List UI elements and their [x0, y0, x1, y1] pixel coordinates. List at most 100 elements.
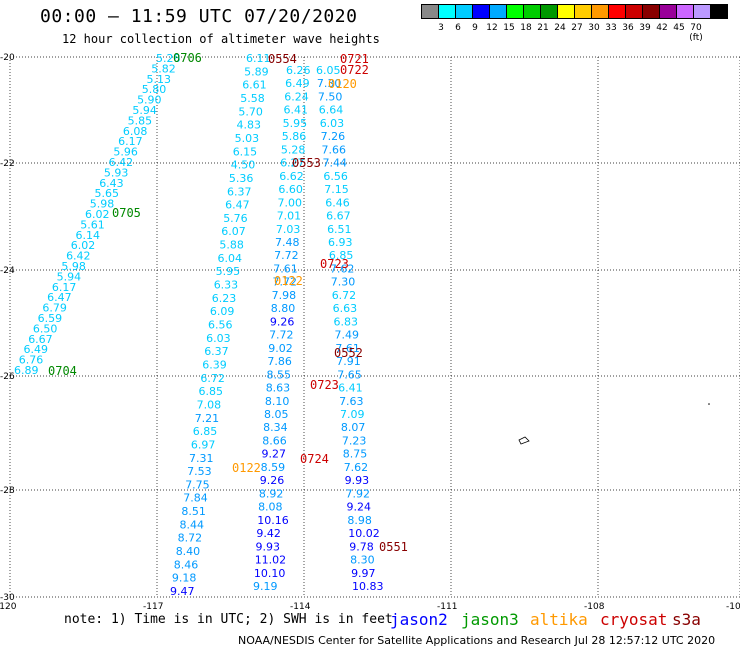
wave-height-value: 7.66	[322, 143, 347, 156]
pass-time-label: 0723	[310, 378, 339, 392]
wave-height-value: 5.98	[90, 198, 115, 211]
scale-label: 9	[472, 23, 478, 33]
wave-height-value: 5.95	[283, 117, 308, 130]
wave-height-value: 5.76	[223, 212, 248, 225]
wave-height-value: 5.93	[104, 166, 129, 179]
wave-height-value: 7.86	[267, 355, 292, 368]
wave-height-value: 6.85	[199, 385, 224, 398]
wave-height-value: 9.26	[270, 315, 295, 328]
scale-label: 27	[571, 23, 583, 33]
wave-height-value: 7.48	[275, 236, 300, 249]
wave-height-value: 7.53	[187, 465, 212, 478]
wave-height-value: 8.80	[271, 302, 296, 315]
wave-height-value: 7.62	[330, 262, 355, 275]
wave-height-value: 6.26	[286, 64, 311, 77]
wave-height-value: 5.65	[94, 187, 119, 200]
wave-height-value: 9.24	[346, 501, 371, 514]
lat-label: -22	[0, 159, 15, 169]
wave-height-value: 6.23	[212, 292, 237, 305]
wave-height-value: 6.89	[14, 364, 39, 377]
lon-label: -105	[726, 602, 740, 612]
wave-height-value: 7.50	[318, 90, 343, 103]
scale-label: 21	[537, 23, 549, 33]
wave-height-value: 6.08	[123, 125, 148, 138]
wave-height-value: 6.09	[210, 305, 235, 318]
pass-time-label: 0122	[274, 274, 303, 288]
pass-time-label: 0552	[334, 346, 363, 360]
pass-time-label: 0724	[300, 452, 329, 466]
wave-height-value: 6.51	[327, 223, 352, 236]
pass-time-label: 0705	[112, 206, 141, 220]
wave-height-value: 9.97	[351, 567, 376, 580]
scale-label: 45	[673, 23, 685, 33]
wave-height-value: 9.18	[172, 572, 197, 585]
wave-height-value: 6.93	[328, 236, 353, 249]
page-title: 00:00 – 11:59 UTC 07/20/2020	[40, 6, 358, 27]
lon-label: -120	[0, 602, 17, 612]
legend-jason3: jason3	[461, 610, 519, 629]
wave-height-value: 5.85	[128, 114, 153, 127]
wave-height-value: 6.11	[246, 52, 271, 65]
wave-height-value: 6.37	[204, 345, 229, 358]
wave-height-value: 10.16	[257, 514, 289, 527]
pass-time-label: 0551	[379, 540, 408, 554]
wave-height-value: 9.02	[268, 342, 293, 355]
scale-swatch	[710, 4, 728, 19]
wave-height-value: 7.01	[277, 210, 302, 223]
wave-height-value: 6.56	[208, 319, 233, 332]
wave-height-value: 6.41	[283, 104, 308, 117]
wave-height-value: 9.26	[260, 474, 285, 487]
wave-height-value: 6.27	[280, 157, 305, 170]
wave-height-value: 8.34	[263, 421, 288, 434]
wave-height-value: 5.61	[80, 218, 105, 231]
wave-height-value: 7.30	[331, 276, 356, 289]
lon-label: -111	[437, 602, 457, 612]
wave-height-value: 7.92	[346, 487, 371, 500]
scale-label: 24	[554, 23, 566, 33]
wave-height-value: 5.70	[238, 105, 263, 118]
wave-height-value: 7.00	[278, 196, 303, 209]
lat-label: -26	[0, 372, 15, 382]
scale-label: 3	[438, 23, 444, 33]
wave-height-value: 7.84	[183, 492, 208, 505]
scale-label: 36	[622, 23, 634, 33]
wave-height-value: 5.03	[235, 132, 260, 145]
wave-height-value: 7.72	[274, 249, 299, 262]
wave-height-value: 6.14	[76, 229, 101, 242]
wave-height-value: 6.03	[320, 117, 345, 130]
wave-height-value: 5.95	[216, 265, 241, 278]
wave-height-value: 7.49	[334, 329, 359, 342]
wave-height-value: 6.67	[326, 210, 351, 223]
pass-time-label: 0120	[328, 77, 357, 91]
wave-height-value: 5.82	[151, 62, 176, 75]
wave-height-value: 4.83	[237, 119, 262, 132]
lat-lon-grid	[9, 56, 740, 598]
scale-label: 15	[503, 23, 515, 33]
wave-height-value: 10.10	[254, 567, 286, 580]
lon-label: -114	[290, 602, 311, 612]
wave-height-value: 7.61	[273, 262, 298, 275]
wave-height-value: 8.05	[264, 408, 289, 421]
footnote: note: 1) Time is in UTC; 2) SWH is in fe…	[64, 612, 393, 627]
wave-height-value: 5.28	[156, 52, 181, 65]
wave-height-value: 9.47	[170, 585, 195, 598]
wave-height-value: 6.47	[47, 291, 71, 304]
wave-height-value: 6.97	[191, 438, 216, 451]
wave-height-value: 6.07	[221, 225, 246, 238]
wave-height-value: 5.98	[61, 260, 85, 273]
wave-height-value: 5.58	[240, 92, 264, 105]
scale-label: 70 (ft)	[689, 23, 703, 43]
wave-height-value: 5.94	[57, 270, 82, 283]
lat-label: -24	[0, 266, 15, 276]
wave-height-value: 6.76	[19, 354, 44, 367]
wave-height-value: 8.07	[341, 421, 366, 434]
wave-height-value: 7.61	[335, 342, 360, 355]
wave-height-value: 7.72	[269, 329, 294, 342]
wave-height-value: 6.79	[42, 302, 67, 315]
wave-height-value: 7.44	[322, 157, 347, 170]
pass-time-label: 0554	[268, 52, 297, 66]
wave-height-value: 7.72	[272, 276, 297, 289]
wave-height-value: 8.10	[265, 395, 290, 408]
